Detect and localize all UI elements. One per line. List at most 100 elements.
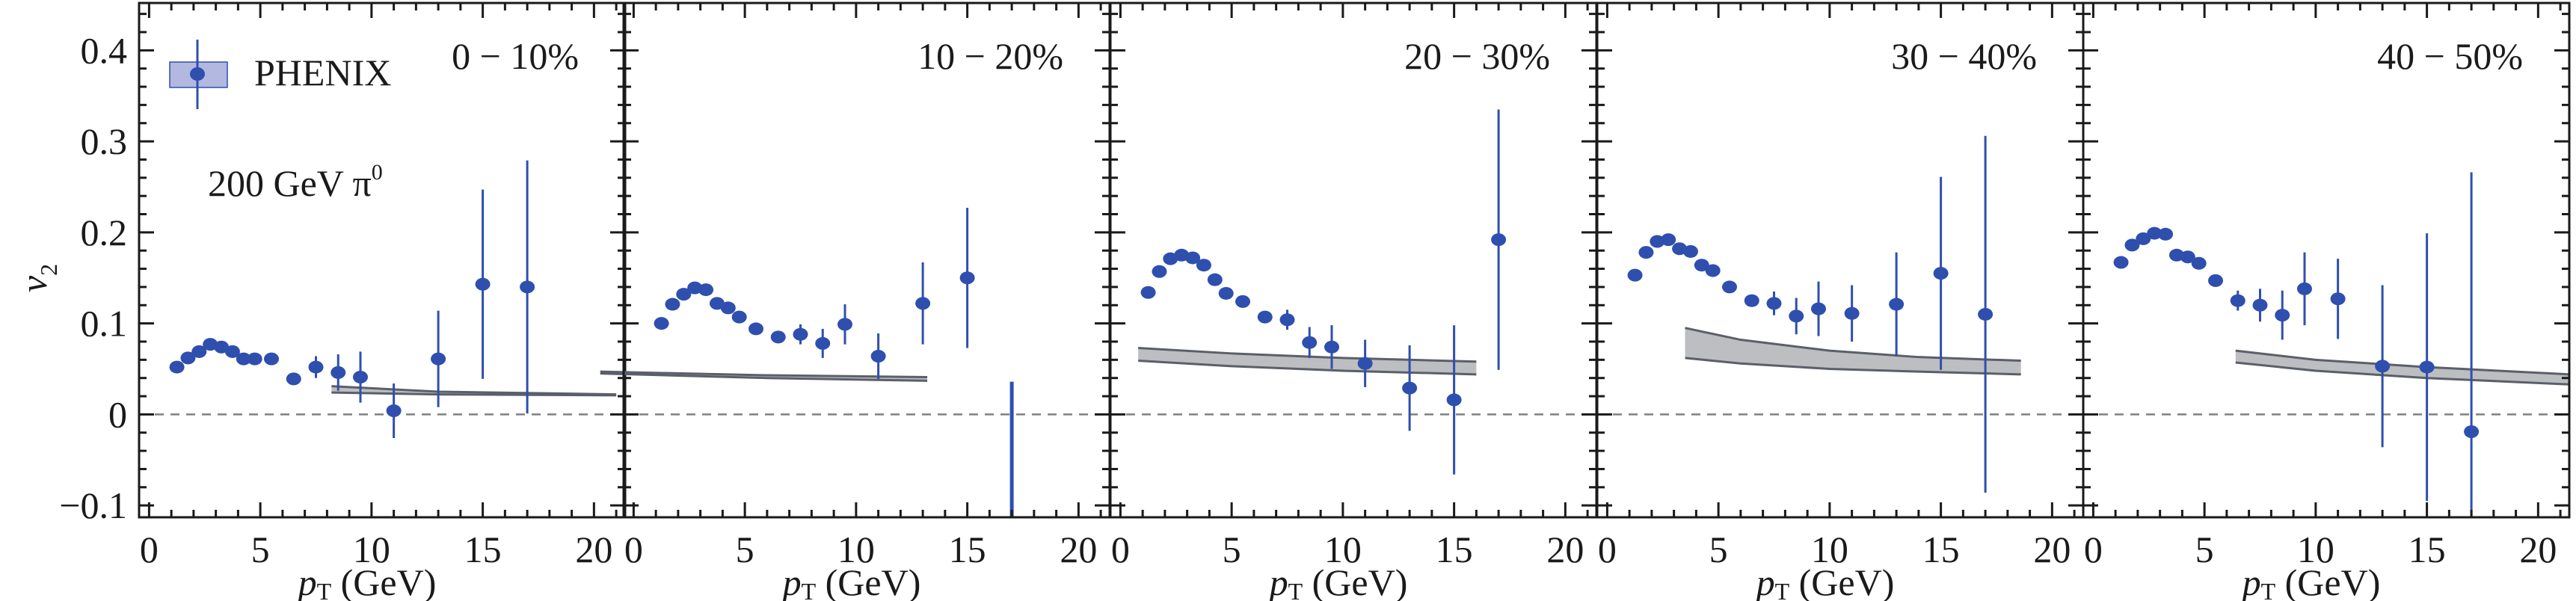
- data-point: [2275, 309, 2290, 322]
- data-point: [1235, 295, 1251, 308]
- panel-4: 0 5 10 15 20 30 − 40% pT (GeV): [1596, 1, 2085, 601]
- data-point: [1638, 246, 1654, 259]
- data-point: [331, 366, 346, 379]
- data-point: [731, 310, 747, 324]
- data-point: [1744, 294, 1759, 307]
- data-series: [1140, 109, 1507, 475]
- data-point: [1661, 233, 1676, 247]
- data-point: [837, 318, 852, 331]
- panel-1: 0 5 10 15 20 −0.1 0 0.1 0.2 0.3 0.4 0 − 10% pT (GeV): [59, 1, 627, 601]
- x-axis-title: pT (GeV): [1267, 561, 1408, 601]
- data-point: [698, 283, 714, 297]
- data-point: [1185, 251, 1201, 265]
- x-tick-label: 0: [2084, 528, 2103, 570]
- x-tick-label: 10: [2297, 528, 2334, 570]
- x-tick-label: 0: [140, 528, 159, 570]
- panel-5: 0 5 10 15 20 40 − 50% pT (GeV): [2082, 1, 2571, 601]
- data-point: [1978, 307, 1994, 321]
- x-tick-label: 5: [251, 528, 270, 570]
- x-tick-label: 0: [1111, 528, 1130, 570]
- x-axis-title: pT (GeV): [296, 561, 437, 601]
- data-point: [2230, 294, 2245, 307]
- x-tick-label: 0: [1598, 528, 1617, 570]
- data-point: [1933, 267, 1949, 280]
- data-point: [214, 340, 230, 354]
- data-point: [2147, 226, 2162, 240]
- panel-2: 0 5 10 15 20 10 − 20% pT (GeV): [600, 1, 1111, 601]
- plot-frame: [138, 1, 627, 519]
- x-tick-label: 10: [1811, 528, 1848, 570]
- data-point: [247, 352, 262, 366]
- legend: PHENIX: [169, 40, 391, 109]
- x-tick-label: 5: [1709, 528, 1728, 570]
- y-tick-label: 0.3: [81, 120, 128, 162]
- x-tick-label: 20: [2033, 528, 2071, 570]
- data-point: [665, 298, 680, 311]
- data-series: [1627, 135, 1994, 493]
- data-point: [1402, 381, 1418, 395]
- x-tick-label: 0: [624, 528, 643, 570]
- panel-3: 0 5 10 15 20 20 − 30% pT (GeV): [1109, 1, 1598, 601]
- data-point: [180, 351, 196, 365]
- data-point: [224, 345, 240, 358]
- data-series: [654, 207, 1015, 517]
- data-point: [352, 370, 368, 383]
- data-point: [308, 360, 324, 374]
- y-tick-label: 0: [108, 393, 127, 435]
- x-tick-label: 20: [1060, 528, 1097, 570]
- x-axis-title: pT (GeV): [781, 561, 921, 601]
- y-tick-label: −0.1: [59, 484, 127, 526]
- data-point: [1705, 264, 1721, 277]
- x-tick-label: 5: [736, 528, 754, 570]
- x-tick-label: 15: [1922, 528, 1960, 570]
- data-point: [959, 271, 975, 285]
- y-axis-title: v2: [13, 264, 62, 292]
- data-series: [169, 160, 535, 439]
- theory-band: [1138, 348, 1477, 375]
- data-point: [915, 297, 931, 310]
- data-point: [2158, 227, 2174, 241]
- x-tick-label: 15: [464, 528, 502, 570]
- data-point: [2113, 256, 2129, 269]
- data-point: [1218, 286, 1234, 300]
- data-point: [1627, 268, 1643, 282]
- y-tick-label: 0.1: [81, 303, 128, 345]
- panels: 0 5 10 15 20 −0.1 0 0.1 0.2 0.3 0.4 0 − 10% pT (GeV)…: [59, 1, 2571, 601]
- data-point: [1694, 259, 1709, 272]
- data-point: [770, 330, 786, 344]
- data-point: [2464, 425, 2480, 439]
- data-point: [1324, 340, 1339, 354]
- theory-band: [2235, 351, 2569, 385]
- data-point: [1140, 286, 1156, 299]
- data-point: [286, 372, 301, 386]
- data-point: [1257, 310, 1273, 324]
- legend-marker: [190, 67, 205, 81]
- data-point: [1766, 297, 1782, 310]
- data-point: [1446, 393, 1462, 407]
- centrality-label: 40 − 50%: [2377, 35, 2523, 77]
- data-point: [1152, 265, 1167, 278]
- data-point: [1789, 309, 1804, 323]
- x-tick-label: 10: [1324, 528, 1362, 570]
- data-point: [1650, 235, 1665, 248]
- data-point: [815, 336, 831, 350]
- data-point: [236, 352, 251, 366]
- data-point: [793, 327, 808, 341]
- y-tick-label: 0.2: [81, 212, 128, 253]
- data-point: [2252, 298, 2268, 312]
- data-point: [1302, 336, 1318, 349]
- data-point: [654, 317, 669, 330]
- data-point: [2296, 282, 2312, 295]
- data-point: [687, 281, 703, 295]
- x-tick-label: 20: [1546, 528, 1584, 570]
- data-point: [475, 277, 491, 291]
- data-point: [264, 352, 280, 366]
- y-tick-label: 0.4: [81, 29, 128, 71]
- x-tick-label: 10: [837, 528, 875, 570]
- data-point: [520, 280, 535, 294]
- theory-band-upper: [600, 370, 928, 378]
- data-point: [2136, 232, 2151, 245]
- annotation: 200 GeV π0: [208, 160, 383, 204]
- x-tick-label: 10: [353, 528, 390, 570]
